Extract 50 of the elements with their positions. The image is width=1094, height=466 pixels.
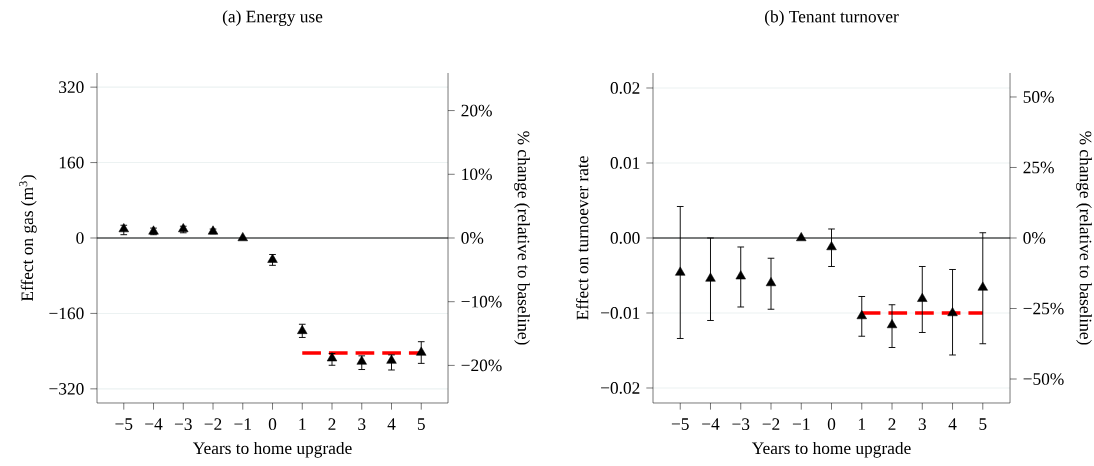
y-tick-label: 320 <box>59 81 84 93</box>
y-tick-label: 0.00 <box>610 232 640 244</box>
x-tick-label: 0 <box>827 418 836 431</box>
x-axis-title: Years to home upgrade <box>751 441 911 458</box>
x-tick-label: 0 <box>268 418 277 431</box>
x-tick-label: 2 <box>888 418 896 430</box>
x-tick-label: 1 <box>858 418 866 430</box>
y-tick-label: 0.01 <box>610 157 640 169</box>
x-tick-label: 3 <box>358 418 366 431</box>
x-tick-label: −2 <box>204 418 222 430</box>
x-tick-label: −3 <box>174 418 192 431</box>
x-tick-label: −1 <box>234 418 251 430</box>
y-tick-label: −0.01 <box>601 307 640 319</box>
y2-tick-label: −10% <box>461 295 502 308</box>
y2-tick-label: 50% <box>1023 91 1054 103</box>
x-tick-label: −5 <box>115 418 133 430</box>
y2-tick-label: 0% <box>461 232 484 244</box>
y-axis-title: Effect on turnoever rate <box>575 156 589 320</box>
x-tick-label: 3 <box>918 418 926 431</box>
x-tick-label: −3 <box>732 418 750 431</box>
y2-axis-title: % change (relative to baseline) <box>514 131 530 345</box>
x-tick-label: 1 <box>299 418 306 430</box>
y2-tick-label: −20% <box>461 359 502 372</box>
y-tick-label: 160 <box>59 156 84 169</box>
y-axis-title: Effect on gas (m$^{3}$) <box>19 175 37 302</box>
y-tick-label: −160 <box>49 307 84 320</box>
y2-axis-title: % change (relative to baseline) <box>1076 131 1092 345</box>
x-tick-label: 5 <box>979 418 987 430</box>
x-tick-label: −4 <box>145 418 163 430</box>
y2-tick-label: 25% <box>1023 161 1054 174</box>
x-axis-title: Years to home upgrade <box>192 441 352 458</box>
y2-tick-label: −25% <box>1023 302 1064 315</box>
y2-tick-label: 0% <box>1023 232 1046 244</box>
chart-title: (b) Tenant turnover <box>765 10 899 26</box>
y-tick-label: 0 <box>76 232 84 244</box>
y2-tick-label: −50% <box>1023 373 1064 385</box>
x-tick-label: 2 <box>328 418 336 430</box>
y2-tick-label: 10% <box>462 168 492 181</box>
x-tick-label: 4 <box>387 418 396 430</box>
chart-title: (a) Energy use <box>222 10 323 26</box>
y-tick-label: −0.02 <box>601 382 640 394</box>
y-tick-label: 0.02 <box>610 82 640 94</box>
x-tick-label: −2 <box>762 418 780 430</box>
x-tick-label: 4 <box>948 418 957 430</box>
x-tick-label: −1 <box>792 418 810 430</box>
x-tick-label: −5 <box>671 418 689 430</box>
x-tick-label: −4 <box>702 418 720 430</box>
y-tick-label: −320 <box>49 383 84 395</box>
x-tick-label: 5 <box>417 418 425 430</box>
y2-tick-label: 20% <box>461 104 492 117</box>
